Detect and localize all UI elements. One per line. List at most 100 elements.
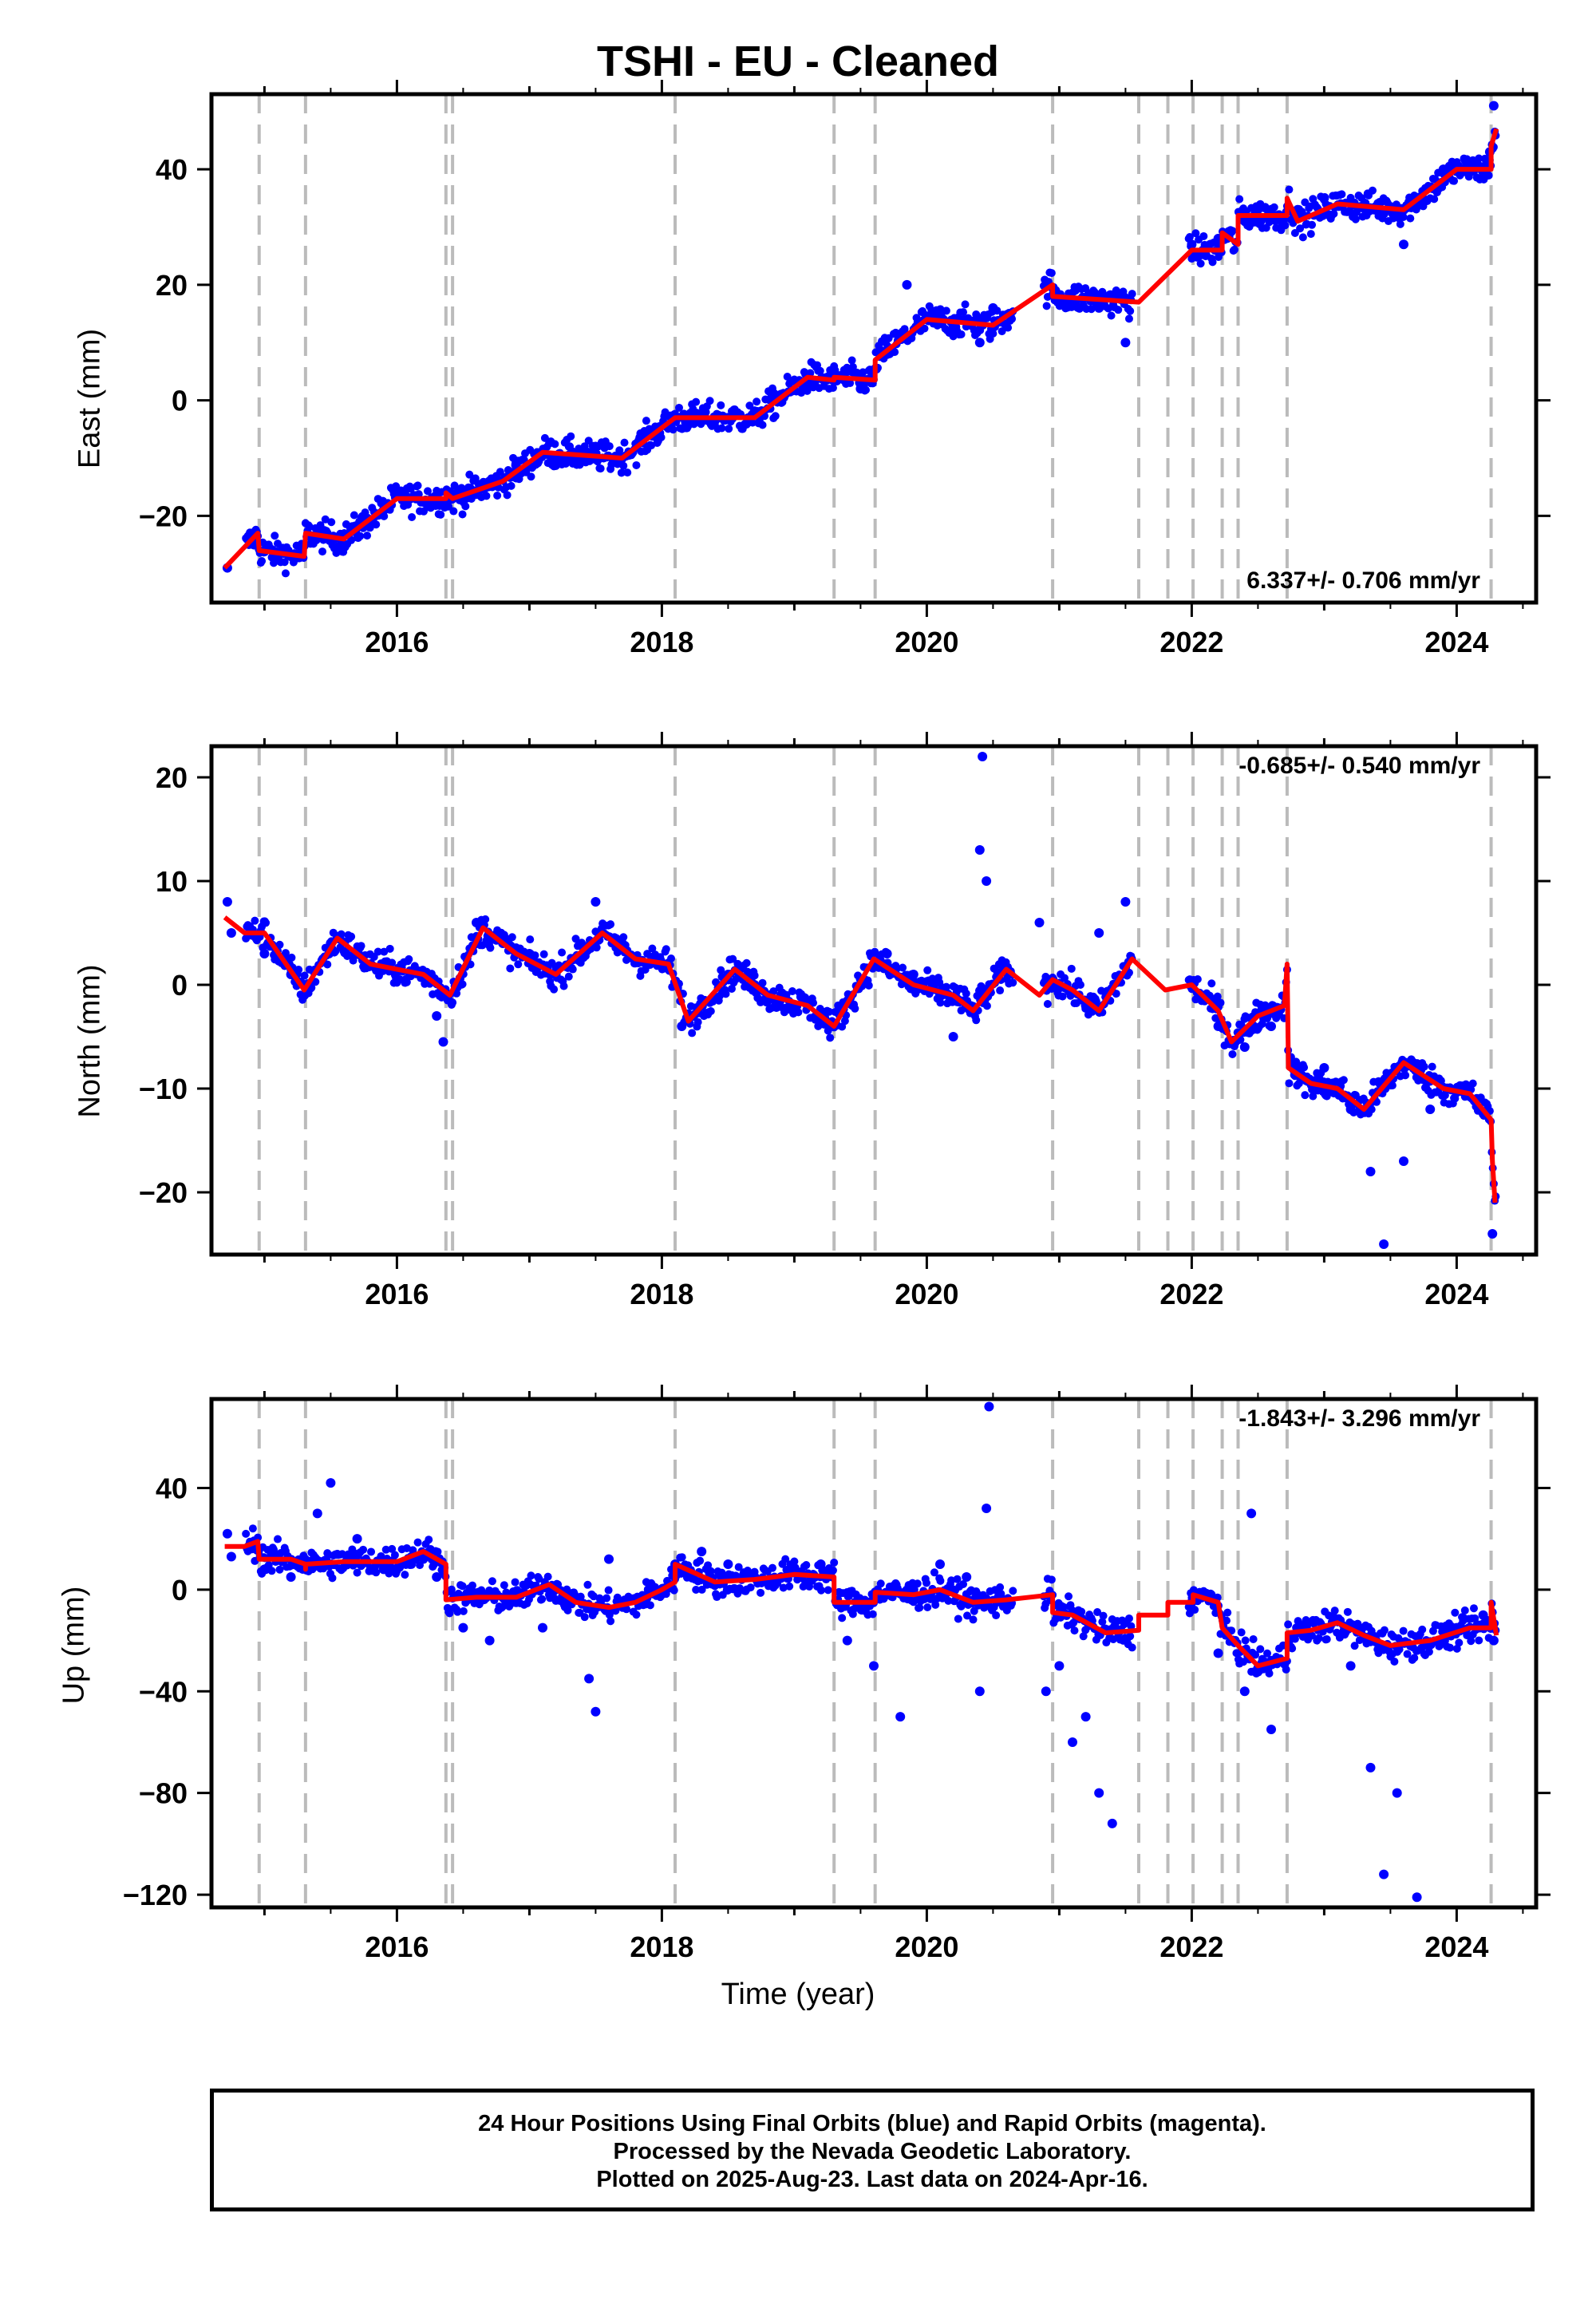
plot-title: TSHI - EU - Cleaned	[596, 38, 1000, 85]
north-daily-point	[727, 984, 736, 993]
east-observed-point	[988, 302, 998, 313]
north-daily-point	[962, 989, 970, 998]
east-axis-label: East (mm)	[73, 328, 107, 469]
north-daily-point	[294, 966, 303, 974]
north-observed-point	[1034, 918, 1045, 927]
east-daily-point	[465, 470, 474, 479]
up-observed-point	[1365, 1762, 1376, 1773]
east-daily-point	[408, 513, 417, 522]
up-daily-point	[1265, 1669, 1274, 1678]
up-daily-point	[1241, 1636, 1250, 1645]
east-daily-point	[458, 510, 467, 519]
up-observed-point	[1107, 1818, 1117, 1828]
east-daily-point	[1107, 311, 1116, 320]
up-daily-point	[1009, 1587, 1017, 1595]
up-daily-point	[606, 1617, 615, 1626]
north-x-tick-label: 2016	[365, 1278, 429, 1310]
up-daily-point	[1222, 1616, 1231, 1625]
up-daily-point	[646, 1601, 654, 1610]
up-daily-point	[1424, 1647, 1433, 1656]
north-daily-point	[1468, 1079, 1477, 1088]
north-daily-point	[1301, 1091, 1310, 1100]
north-observed-point	[1365, 1167, 1376, 1176]
up-x-tick-label: 2018	[630, 1931, 693, 1963]
up-daily-point	[1467, 1637, 1476, 1646]
east-rate-label: 6.337+/- 0.706 mm/yr	[1246, 567, 1480, 594]
north-daily-point	[606, 920, 615, 929]
up-daily-point	[500, 1581, 508, 1590]
east-observed-point	[1266, 204, 1276, 215]
up-daily-point	[768, 1563, 777, 1572]
up-daily-point	[1263, 1649, 1272, 1658]
north-daily-point	[729, 954, 737, 963]
up-observed-point	[584, 1674, 595, 1684]
east-daily-point	[496, 468, 504, 476]
east-daily-point	[725, 425, 733, 433]
up-daily-point	[1237, 1628, 1246, 1637]
east-daily-point	[318, 547, 327, 556]
up-daily-point	[1093, 1608, 1102, 1617]
up-y-tick-label: 40	[156, 1472, 188, 1504]
up-daily-point	[830, 1558, 839, 1567]
east-daily-point	[437, 510, 445, 519]
north-observed-point	[222, 897, 232, 907]
up-daily-point	[367, 1547, 376, 1556]
up-daily-point	[388, 1544, 397, 1553]
up-observed-point	[962, 1571, 972, 1582]
up-daily-point	[1418, 1625, 1427, 1634]
footer-box: 24 Hour Positions Using Final Orbits (bl…	[210, 2089, 1535, 2211]
up-observed-point	[538, 1622, 547, 1633]
east-daily-point	[406, 484, 415, 493]
up-daily-point	[1059, 1603, 1068, 1611]
north-daily-point	[380, 947, 389, 956]
east-daily-point	[957, 330, 966, 338]
up-observed-point	[1488, 1635, 1499, 1646]
up-daily-point	[1191, 1606, 1199, 1614]
east-daily-point	[420, 507, 429, 516]
north-daily-point	[824, 1007, 833, 1016]
up-daily-point	[254, 1533, 263, 1542]
north-daily-point	[864, 981, 873, 990]
east-daily-point	[1126, 306, 1135, 315]
east-daily-point	[632, 460, 641, 469]
up-observed-point	[842, 1635, 852, 1646]
north-daily-point	[1067, 964, 1076, 973]
north-daily-point	[993, 967, 1001, 976]
up-daily-point	[936, 1576, 945, 1585]
east-observed-point	[1465, 158, 1475, 168]
up-observed-point	[1080, 1712, 1091, 1722]
east-daily-point	[1337, 190, 1346, 199]
north-daily-point	[851, 1004, 859, 1013]
north-observed-point	[1345, 1105, 1356, 1114]
up-observed-point	[974, 1686, 985, 1697]
up-y-tick-label: 0	[172, 1574, 188, 1607]
north-model-line	[223, 915, 1498, 1203]
up-daily-point	[1288, 1644, 1297, 1653]
north-daily-point	[662, 945, 670, 954]
north-x-tick-label: 2022	[1159, 1278, 1223, 1310]
east-daily-point	[745, 401, 754, 410]
up-observed-point	[405, 1559, 415, 1570]
east-daily-point	[623, 468, 632, 477]
up-observed-point	[1054, 1661, 1065, 1671]
north-daily-point	[481, 915, 490, 923]
up-observed-point	[511, 1597, 521, 1607]
north-observed-point	[978, 752, 988, 761]
up-daily-point	[433, 1547, 442, 1556]
up-observed-point	[378, 1564, 389, 1575]
north-observed-point	[908, 970, 918, 979]
east-daily-point	[1406, 214, 1415, 223]
north-daily-point	[1097, 986, 1106, 995]
up-daily-point	[1284, 1620, 1293, 1629]
up-daily-point	[1314, 1634, 1323, 1642]
north-daily-point	[251, 916, 259, 925]
north-daily-point	[717, 966, 725, 974]
up-daily-point	[1251, 1650, 1260, 1659]
up-daily-point	[468, 1581, 477, 1590]
east-daily-point	[891, 348, 899, 357]
up-daily-point	[353, 1568, 361, 1577]
north-y-tick-label: 0	[172, 969, 188, 1002]
north-daily-point	[508, 933, 516, 942]
up-daily-point	[779, 1583, 788, 1592]
